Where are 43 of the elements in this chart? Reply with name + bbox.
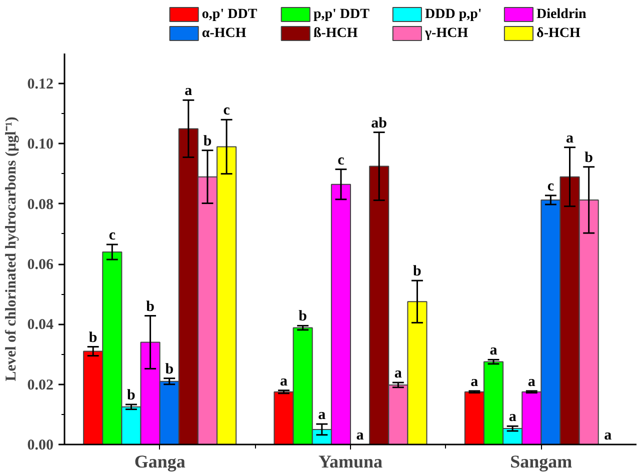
legend-label: ß-HCH [313,26,358,41]
y-tick-label: 0.10 [27,136,54,153]
data-label: b [413,264,422,280]
legend-label: p,p' DDT [313,7,370,22]
data-label: a [394,366,402,382]
data-label: a [508,409,517,426]
data-label: a [470,374,479,390]
data-label: a [490,342,498,359]
data-label: b [203,133,212,150]
legend-label: o,p' DDT [202,7,258,22]
data-label: b [88,330,98,346]
data-label: b [146,298,154,315]
legend-label: γ-HCH [424,26,468,41]
data-label: a [318,407,326,424]
data-label: a [356,428,364,444]
legend-label: δ-HCH [536,26,580,41]
data-label: a [604,428,612,444]
legend-label: α-HCH [202,26,246,41]
data-label: ab [371,115,388,132]
y-tick-label: 0.02 [27,377,54,394]
data-label: a [566,130,574,146]
data-label: a [280,373,288,390]
x-tick-label: Sangam [510,452,572,472]
data-label: b [127,388,136,404]
y-axis-title: Level of chlorinated hydrocarbons (µgl⁻¹) [3,116,20,382]
legend-label: DDD p,p' [425,7,482,22]
data-label: c [338,152,345,168]
x-tick-label: Yamuna [318,452,383,472]
data-label: b [165,361,174,378]
y-tick-label: 0.00 [27,438,54,454]
data-label: c [223,102,230,119]
data-label: a [528,374,536,390]
y-tick-label: 0.06 [27,257,54,274]
data-label: c [547,178,554,194]
y-tick-label: 0.12 [27,76,54,93]
x-tick-label: Ganga [134,452,186,472]
y-tick-label: 0.04 [27,317,54,334]
y-tick-label: 0.08 [27,196,54,213]
data-label: c [108,227,116,244]
legend-label: Dieldrin [536,7,587,22]
data-label: a [184,83,193,100]
data-label: b [298,308,308,325]
data-label: b [584,150,594,166]
